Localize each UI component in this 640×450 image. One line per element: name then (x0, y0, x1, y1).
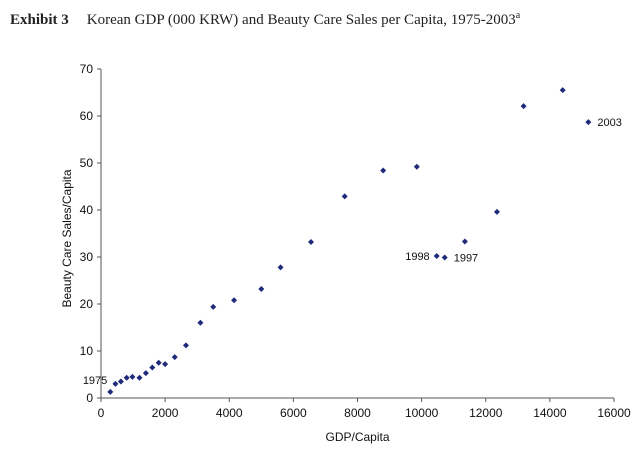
data-point (136, 374, 143, 381)
data-point (171, 354, 178, 361)
data-point (413, 163, 420, 170)
x-tick-label: 16000 (597, 406, 631, 420)
y-axis-label: Beauty Care Sales/Capita (60, 169, 74, 307)
data-point (258, 285, 265, 292)
data-point (231, 297, 238, 304)
data-point (441, 254, 448, 261)
data-point (197, 319, 204, 326)
x-tick-label: 8000 (344, 406, 371, 420)
y-tick-label: 0 (86, 391, 93, 405)
y-tick-label: 40 (80, 203, 94, 217)
y-tick-label: 50 (80, 156, 94, 170)
title-footnote-marker: a (515, 10, 521, 21)
y-tick-label: 60 (80, 109, 94, 123)
year-annotation: 1997 (454, 252, 478, 264)
data-point (142, 370, 149, 377)
x-tick-label: 0 (98, 406, 105, 420)
data-point (461, 238, 468, 245)
data-point (520, 103, 527, 110)
data-point (341, 193, 348, 200)
data-point (585, 119, 592, 126)
y-tick-label: 30 (80, 250, 94, 264)
y-tick-label: 70 (80, 62, 94, 76)
y-tick-label: 20 (80, 297, 94, 311)
data-point (155, 359, 162, 366)
data-point (149, 364, 156, 371)
data-point (117, 378, 124, 385)
exhibit-number: Exhibit 3 (10, 12, 69, 28)
data-point (277, 264, 284, 271)
x-tick-label: 14000 (533, 406, 567, 420)
x-tick-label: 10000 (405, 406, 439, 420)
data-point (433, 253, 440, 260)
data-point (123, 374, 130, 381)
data-point (559, 87, 566, 94)
year-annotation: 2003 (597, 117, 621, 129)
data-point (182, 342, 189, 349)
year-annotation: 1975 (83, 375, 107, 387)
data-point (493, 208, 500, 215)
data-point (112, 380, 119, 387)
y-tick-label: 10 (80, 344, 94, 358)
data-point (107, 388, 114, 395)
data-point (162, 361, 169, 368)
x-tick-label: 6000 (280, 406, 307, 420)
year-annotation: 1998 (405, 251, 429, 263)
x-tick-label: 2000 (152, 406, 179, 420)
data-point (210, 303, 217, 310)
exhibit-header: Exhibit 3 Korean GDP (000 KRW) and Beauty… (10, 10, 635, 29)
chart-title: Korean GDP (000 KRW) and Beauty Care Sal… (86, 12, 516, 28)
data-point (380, 167, 387, 174)
x-tick-label: 4000 (216, 406, 243, 420)
x-axis-label: GDP/Capita (325, 430, 389, 444)
x-tick-label: 12000 (469, 406, 503, 420)
data-point (129, 373, 136, 380)
data-point (308, 238, 315, 245)
